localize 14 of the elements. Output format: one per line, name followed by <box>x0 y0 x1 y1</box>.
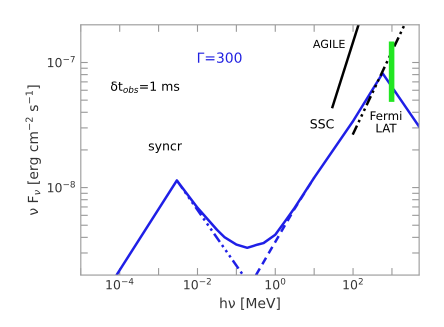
y-axis-title: ν F$_{ν}$ [erg cm$^{−2}$ s$^{−1}$] <box>25 85 41 216</box>
x-tick-label: 10$^{−4}$ <box>106 278 134 290</box>
annotation: AGILE <box>312 40 345 48</box>
annotation: syncr <box>148 143 182 153</box>
annotation: SSC <box>310 119 334 129</box>
annotation: Γ=300 <box>198 52 242 63</box>
annotation: δt$_{obs}$=1 ms <box>110 81 180 93</box>
x-tick-label: 10$^{0}$ <box>266 278 286 290</box>
x-axis-title: hν [MeV] <box>220 298 280 310</box>
y-tick-label: 10$^{−8}$ <box>48 180 75 192</box>
annotation: Fermi LAT <box>370 111 402 132</box>
x-tick-label: 10$^{−2}$ <box>184 278 211 290</box>
x-tick-label: 10$^{2}$ <box>343 278 363 290</box>
y-tick-label: 10$^{−7}$ <box>48 56 75 68</box>
